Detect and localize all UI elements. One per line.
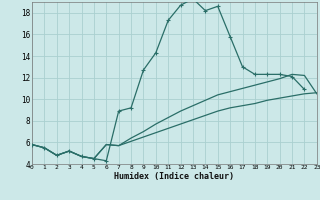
X-axis label: Humidex (Indice chaleur): Humidex (Indice chaleur) [115,172,234,181]
